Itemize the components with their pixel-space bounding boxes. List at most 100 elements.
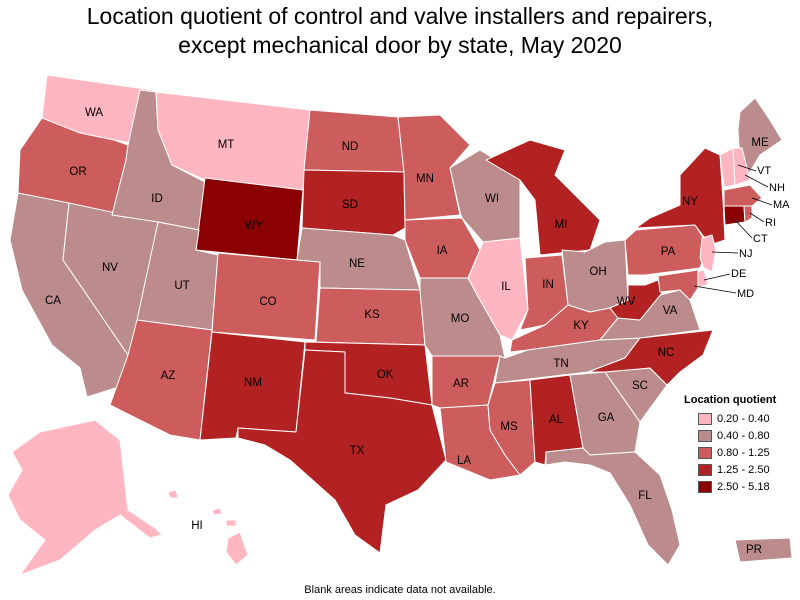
callout-labels: VT NH MA RI CT NJ DE MD xyxy=(731,165,790,300)
label-ut: UT xyxy=(174,280,189,292)
label-pa: PA xyxy=(661,246,676,258)
label-al: AL xyxy=(549,414,564,426)
label-az: AZ xyxy=(161,370,176,382)
label-pr: PR xyxy=(746,544,762,556)
label-ny: NY xyxy=(682,196,698,208)
legend-title: Location quotient xyxy=(684,394,777,406)
state-sd[interactable] xyxy=(301,169,406,236)
label-wi: WI xyxy=(485,193,499,205)
label-ri: RI xyxy=(765,217,776,229)
state-hi-1[interactable] xyxy=(167,489,179,499)
legend-item: 0.80 - 1.25 xyxy=(684,444,796,461)
legend-item: 0.20 - 0.40 xyxy=(684,410,796,427)
state-vt[interactable] xyxy=(719,147,736,188)
label-ct: CT xyxy=(753,233,768,245)
legend-swatch xyxy=(698,446,712,459)
state-co[interactable] xyxy=(211,252,321,341)
label-ks: KS xyxy=(364,309,380,321)
label-md: MD xyxy=(737,288,754,300)
legend-label: 0.20 - 0.40 xyxy=(717,412,770,425)
leader-vt xyxy=(737,164,757,172)
legend: Location quotient 0.20 - 0.40 0.40 - 0.80… xyxy=(684,394,796,495)
label-mn: MN xyxy=(416,173,434,185)
leader-ri xyxy=(749,212,765,223)
state-il[interactable] xyxy=(467,237,529,341)
label-ms: MS xyxy=(500,421,518,433)
footnote: Blank areas indicate data not available. xyxy=(304,584,496,596)
state-hi-4[interactable] xyxy=(225,531,249,566)
state-me[interactable] xyxy=(737,97,783,176)
state-ct[interactable] xyxy=(723,205,746,226)
label-ky: KY xyxy=(573,320,589,332)
leader-ct xyxy=(734,219,753,239)
label-wv: WV xyxy=(617,296,636,308)
label-nm: NM xyxy=(244,377,262,389)
label-la: LA xyxy=(457,455,471,467)
state-nc[interactable] xyxy=(587,329,714,386)
label-tx: TX xyxy=(350,445,365,457)
label-wy: WY xyxy=(245,220,264,232)
legend-label: 0.80 - 1.25 xyxy=(717,446,770,459)
state-hi-2[interactable] xyxy=(211,507,223,516)
label-nd: ND xyxy=(342,141,359,153)
label-in: IN xyxy=(542,279,554,291)
label-nv: NV xyxy=(102,262,118,274)
label-oh: OH xyxy=(589,266,606,278)
leader-de xyxy=(703,273,731,281)
legend-swatch xyxy=(698,412,712,425)
label-or: OR xyxy=(69,166,86,178)
label-ok: OK xyxy=(377,369,394,381)
state-fl[interactable] xyxy=(545,447,681,566)
map-title: Location quotient of control and valve i… xyxy=(0,2,800,60)
label-va: VA xyxy=(663,305,678,317)
leader-md xyxy=(693,285,737,294)
legend-swatch xyxy=(698,463,712,476)
state-nj[interactable] xyxy=(699,234,717,273)
label-ar: AR xyxy=(453,378,469,390)
legend-swatch xyxy=(698,429,712,442)
title-line-2: except mechanical door by state, May 202… xyxy=(178,32,622,58)
legend-items: 0.20 - 0.40 0.40 - 0.80 0.80 - 1.25 1.25 - … xyxy=(684,410,796,495)
label-id: ID xyxy=(151,193,163,205)
label-hi: HI xyxy=(191,520,203,532)
legend-swatch xyxy=(698,480,712,493)
label-co: CO xyxy=(259,296,276,308)
label-sd: SD xyxy=(342,199,358,211)
state-labels: WA OR CA NV ID MT WY UT AZ CO NM ND SD N… xyxy=(45,107,769,556)
label-vt: VT xyxy=(757,165,771,177)
label-ma: MA xyxy=(773,199,790,211)
label-mo: MO xyxy=(451,313,470,325)
label-sc: SC xyxy=(632,380,648,392)
state-tx[interactable] xyxy=(237,349,447,554)
callouts xyxy=(693,164,773,294)
label-nc: NC xyxy=(658,347,675,359)
label-il: IL xyxy=(501,281,511,293)
state-wy[interactable] xyxy=(195,177,304,261)
state-mi[interactable] xyxy=(485,139,601,256)
legend-label: 0.40 - 0.80 xyxy=(717,429,770,442)
label-nj: NJ xyxy=(739,248,752,260)
state-hi-3[interactable] xyxy=(225,519,237,527)
state-ri[interactable] xyxy=(743,205,753,223)
leader-ma xyxy=(751,197,773,206)
state-md[interactable] xyxy=(657,269,699,301)
label-ga: GA xyxy=(598,412,615,424)
leader-nj xyxy=(711,251,739,254)
state-ak[interactable] xyxy=(7,419,163,576)
label-de: DE xyxy=(731,268,746,280)
state-pr[interactable] xyxy=(734,537,793,563)
legend-item: 2.50 - 5.18 xyxy=(684,478,796,495)
label-me: ME xyxy=(751,137,769,149)
state-ma[interactable] xyxy=(723,184,763,207)
title-line-1: Location quotient of control and valve i… xyxy=(86,3,714,29)
legend-label: 1.25 - 2.50 xyxy=(717,463,770,476)
legend-item: 0.40 - 0.80 xyxy=(684,427,796,444)
label-fl: FL xyxy=(638,490,652,502)
label-wa: WA xyxy=(85,107,103,119)
legend-item: 1.25 - 2.50 xyxy=(684,461,796,478)
leader-nh xyxy=(744,174,769,188)
label-mi: MI xyxy=(555,219,568,231)
label-mt: MT xyxy=(218,139,235,151)
label-ia: IA xyxy=(437,245,448,257)
